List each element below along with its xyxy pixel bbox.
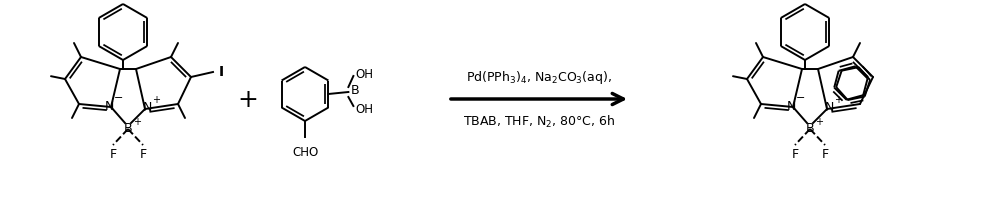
Text: N: N xyxy=(824,101,834,114)
Text: TBAB, THF, N$_2$, 80°C, 6h: TBAB, THF, N$_2$, 80°C, 6h xyxy=(463,113,615,129)
Text: N: N xyxy=(104,99,114,112)
Text: F: F xyxy=(109,147,117,160)
Text: F: F xyxy=(791,147,799,160)
Text: OH: OH xyxy=(355,67,373,80)
Text: +: + xyxy=(834,95,842,104)
Text: N: N xyxy=(142,101,152,114)
Text: −: − xyxy=(796,93,806,102)
Text: N: N xyxy=(786,99,796,112)
Text: B: B xyxy=(124,121,132,134)
Text: I: I xyxy=(219,65,224,79)
Text: B: B xyxy=(806,121,814,134)
Text: F: F xyxy=(821,147,829,160)
Text: +: + xyxy=(152,95,160,104)
Text: +: + xyxy=(133,116,141,126)
Text: +: + xyxy=(238,87,258,112)
Text: CHO: CHO xyxy=(292,145,318,158)
Text: −: − xyxy=(114,93,124,102)
Text: F: F xyxy=(139,147,147,160)
Text: B: B xyxy=(350,84,359,97)
Text: Pd(PPh$_3$)$_4$, Na$_2$CO$_3$(aq),: Pd(PPh$_3$)$_4$, Na$_2$CO$_3$(aq), xyxy=(466,69,612,86)
Text: +: + xyxy=(815,116,823,126)
Text: OH: OH xyxy=(355,103,373,116)
